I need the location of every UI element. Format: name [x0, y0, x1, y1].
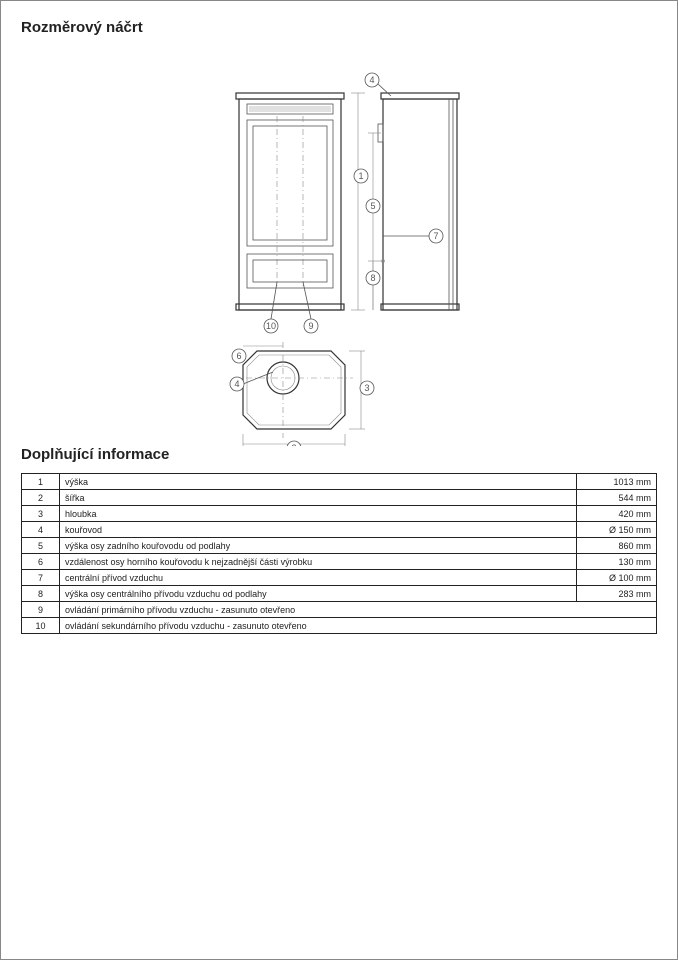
- row-num: 1: [22, 474, 60, 490]
- table-row: 5výška osy zadního kouřovodu od podlahy8…: [22, 538, 657, 554]
- callouts: 1 4 5 7 8 9 10 2: [230, 73, 443, 446]
- row-num: 5: [22, 538, 60, 554]
- heading-info: Doplňující informace: [21, 446, 657, 463]
- row-label: ovládání sekundárního přívodu vzduchu - …: [60, 618, 657, 634]
- table-row: 4kouřovodØ 150 mm: [22, 522, 657, 538]
- svg-text:9: 9: [308, 321, 313, 331]
- row-label: výška osy zadního kouřovodu od podlahy: [60, 538, 577, 554]
- heading-drawing: Rozměrový náčrt: [21, 19, 657, 36]
- row-value: Ø 100 mm: [577, 570, 657, 586]
- table-row: 10ovládání sekundárního přívodu vzduchu …: [22, 618, 657, 634]
- table-row: 3hloubka420 mm: [22, 506, 657, 522]
- svg-text:10: 10: [266, 321, 276, 331]
- row-label: hloubka: [60, 506, 577, 522]
- row-num: 3: [22, 506, 60, 522]
- svg-text:1: 1: [358, 171, 363, 181]
- dimensions-table: 1výška1013 mm2šířka544 mm3hloubka420 mm4…: [21, 473, 657, 634]
- row-num: 4: [22, 522, 60, 538]
- row-value: 860 mm: [577, 538, 657, 554]
- row-num: 8: [22, 586, 60, 602]
- table-row: 6vzdálenost osy horního kouřovodu k nejz…: [22, 554, 657, 570]
- table-row: 8výška osy centrálního přívodu vzduchu o…: [22, 586, 657, 602]
- table-row: 1výška1013 mm: [22, 474, 657, 490]
- technical-drawing: 1 4 5 7 8 9 10 2: [21, 46, 657, 446]
- row-label: kouřovod: [60, 522, 577, 538]
- row-label: centrální přívod vzduchu: [60, 570, 577, 586]
- row-label: výška: [60, 474, 577, 490]
- table-row: 2šířka544 mm: [22, 490, 657, 506]
- row-label: výška osy centrálního přívodu vzduchu od…: [60, 586, 577, 602]
- row-label: ovládání primárního přívodu vzduchu - za…: [60, 602, 657, 618]
- row-num: 7: [22, 570, 60, 586]
- table-row: 7centrální přívod vzduchuØ 100 mm: [22, 570, 657, 586]
- row-label: vzdálenost osy horního kouřovodu k nejza…: [60, 554, 577, 570]
- front-view: [236, 93, 344, 319]
- svg-text:4: 4: [369, 75, 374, 85]
- row-value: 420 mm: [577, 506, 657, 522]
- row-num: 9: [22, 602, 60, 618]
- row-value: 1013 mm: [577, 474, 657, 490]
- row-value: 130 mm: [577, 554, 657, 570]
- row-value: 283 mm: [577, 586, 657, 602]
- top-view: [233, 342, 365, 446]
- row-value: 544 mm: [577, 490, 657, 506]
- svg-text:6: 6: [236, 351, 241, 361]
- table-row: 9ovládání primárního přívodu vzduchu - z…: [22, 602, 657, 618]
- svg-text:8: 8: [370, 273, 375, 283]
- svg-text:5: 5: [370, 201, 375, 211]
- svg-text:7: 7: [433, 231, 438, 241]
- row-num: 6: [22, 554, 60, 570]
- row-label: šířka: [60, 490, 577, 506]
- svg-text:4: 4: [234, 379, 239, 389]
- row-value: Ø 150 mm: [577, 522, 657, 538]
- row-num: 10: [22, 618, 60, 634]
- svg-text:3: 3: [364, 383, 369, 393]
- svg-text:2: 2: [291, 443, 296, 446]
- side-view: [368, 84, 459, 310]
- row-num: 2: [22, 490, 60, 506]
